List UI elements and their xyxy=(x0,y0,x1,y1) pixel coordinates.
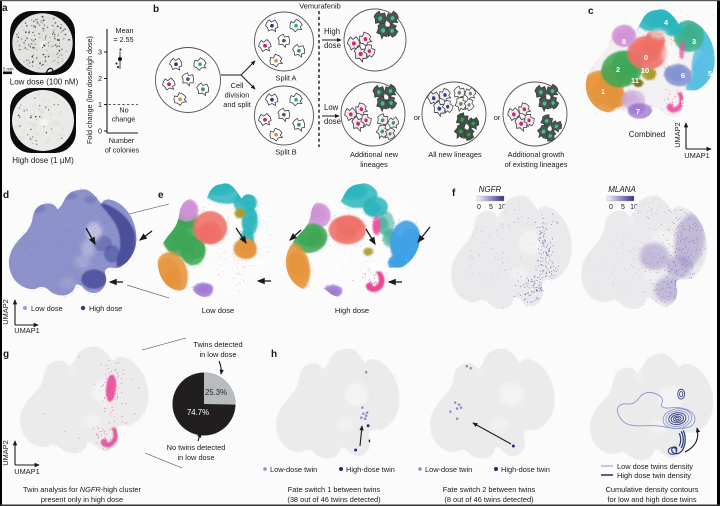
svg-text:High dose (1 µM): High dose (1 µM) xyxy=(12,156,74,165)
svg-text:in low dose: in low dose xyxy=(200,350,237,359)
svg-text:NGFR: NGFR xyxy=(479,185,502,194)
svg-text:Cumulative density contours: Cumulative density contours xyxy=(606,485,699,494)
svg-text:Twin analysis for NGFR-high cl: Twin analysis for NGFR-high cluster xyxy=(23,485,141,494)
svg-text:a: a xyxy=(2,3,8,14)
svg-text:High-dose twin: High-dose twin xyxy=(346,465,395,474)
svg-text:74.7%: 74.7% xyxy=(187,408,209,417)
svg-text:Split B: Split B xyxy=(275,148,296,157)
svg-text:UMAP1: UMAP1 xyxy=(14,467,39,476)
svg-text:g: g xyxy=(3,349,9,360)
svg-text:Additional new: Additional new xyxy=(350,150,399,159)
svg-text:10: 10 xyxy=(498,204,506,211)
svg-text:change: change xyxy=(112,115,136,124)
svg-text:2: 2 xyxy=(616,65,620,74)
svg-text:dose: dose xyxy=(324,117,341,126)
svg-text:Low dose twins density: Low dose twins density xyxy=(617,462,693,471)
svg-text:of colonies: of colonies xyxy=(105,146,140,155)
svg-text:5: 5 xyxy=(621,204,625,211)
svg-text:present only in high dose: present only in high dose xyxy=(41,495,123,504)
svg-text:High dose twin density: High dose twin density xyxy=(617,471,691,480)
svg-text:0: 0 xyxy=(98,127,102,136)
svg-text:e: e xyxy=(158,190,164,201)
svg-text:9: 9 xyxy=(681,98,685,107)
svg-text:Twins detected: Twins detected xyxy=(193,340,242,349)
svg-text:2: 2 xyxy=(98,74,102,83)
svg-text:d: d xyxy=(3,190,9,201)
svg-text:6: 6 xyxy=(681,71,685,80)
svg-text:UMAP1: UMAP1 xyxy=(14,326,39,335)
svg-text:= 2.55: = 2.55 xyxy=(113,35,133,44)
svg-text:MLANA: MLANA xyxy=(608,185,636,194)
svg-text:Low dose: Low dose xyxy=(202,306,235,315)
svg-text:High dose: High dose xyxy=(335,306,369,315)
svg-text:11: 11 xyxy=(631,76,640,85)
svg-text:Fate switch 1 between twins: Fate switch 1 between twins xyxy=(288,485,381,494)
svg-text:Fate switch 2 between twins: Fate switch 2 between twins xyxy=(443,485,536,494)
svg-text:Fold change (low dose/high dos: Fold change (low dose/high dose) xyxy=(85,36,94,144)
svg-text:Low dose: Low dose xyxy=(31,304,63,313)
svg-text:for low and high dose twins: for low and high dose twins xyxy=(607,495,696,504)
svg-text:Vemurafenib: Vemurafenib xyxy=(299,2,341,11)
svg-text:f: f xyxy=(452,188,456,199)
svg-text:5 mm: 5 mm xyxy=(3,67,14,72)
svg-text:of existing lineages: of existing lineages xyxy=(505,160,568,169)
svg-text:1: 1 xyxy=(601,87,606,96)
svg-text:UMAP2: UMAP2 xyxy=(1,440,10,465)
svg-text:b: b xyxy=(153,4,159,15)
svg-text:(8 out of 46 twins detected): (8 out of 46 twins detected) xyxy=(444,495,533,504)
svg-text:10: 10 xyxy=(630,204,638,211)
svg-text:0: 0 xyxy=(644,53,648,62)
svg-text:or: or xyxy=(494,113,501,122)
svg-text:Low: Low xyxy=(324,103,339,112)
svg-text:Low-dose twin: Low-dose twin xyxy=(270,465,317,474)
svg-text:division: division xyxy=(225,91,250,100)
svg-text:Low-dose twin: Low-dose twin xyxy=(425,465,472,474)
svg-text:All new lineages: All new lineages xyxy=(428,150,482,159)
svg-text:25.3%: 25.3% xyxy=(205,388,227,397)
svg-text:or: or xyxy=(414,113,421,122)
svg-text:5: 5 xyxy=(489,204,493,211)
svg-text:Low dose (100 nM): Low dose (100 nM) xyxy=(10,78,79,87)
svg-text:4: 4 xyxy=(664,18,669,27)
svg-text:1: 1 xyxy=(98,100,102,109)
svg-text:0: 0 xyxy=(609,204,613,211)
svg-text:3: 3 xyxy=(98,48,102,57)
svg-text:Combined: Combined xyxy=(629,130,665,139)
svg-text:dose: dose xyxy=(324,41,341,50)
svg-text:lineages: lineages xyxy=(360,160,388,169)
svg-text:5: 5 xyxy=(708,69,713,78)
svg-text:No: No xyxy=(119,106,128,115)
svg-text:in low dose: in low dose xyxy=(178,453,215,462)
svg-text:Additional growth: Additional growth xyxy=(508,150,565,159)
svg-text:10: 10 xyxy=(641,66,649,75)
svg-text:Number: Number xyxy=(109,136,135,145)
svg-text:c: c xyxy=(588,6,594,17)
svg-text:High-dose twin: High-dose twin xyxy=(501,465,550,474)
svg-text:Mean: Mean xyxy=(116,26,134,35)
svg-text:8: 8 xyxy=(622,37,626,46)
svg-text:UMAP2: UMAP2 xyxy=(1,299,10,324)
svg-text:No twins detected: No twins detected xyxy=(167,443,226,452)
svg-text:UMAP1: UMAP1 xyxy=(684,151,709,160)
svg-text:(38 out of 46 twins detected): (38 out of 46 twins detected) xyxy=(287,495,380,504)
svg-text:3: 3 xyxy=(692,37,696,46)
svg-text:Cell: Cell xyxy=(231,81,244,90)
svg-text:and split: and split xyxy=(223,100,251,109)
svg-text:0: 0 xyxy=(477,204,481,211)
svg-text:7: 7 xyxy=(636,107,640,116)
svg-text:High dose: High dose xyxy=(89,304,122,313)
svg-text:Split A: Split A xyxy=(276,74,297,83)
svg-text:h: h xyxy=(271,349,277,360)
svg-text:High: High xyxy=(324,27,340,36)
svg-text:UMAP2: UMAP2 xyxy=(673,122,682,147)
